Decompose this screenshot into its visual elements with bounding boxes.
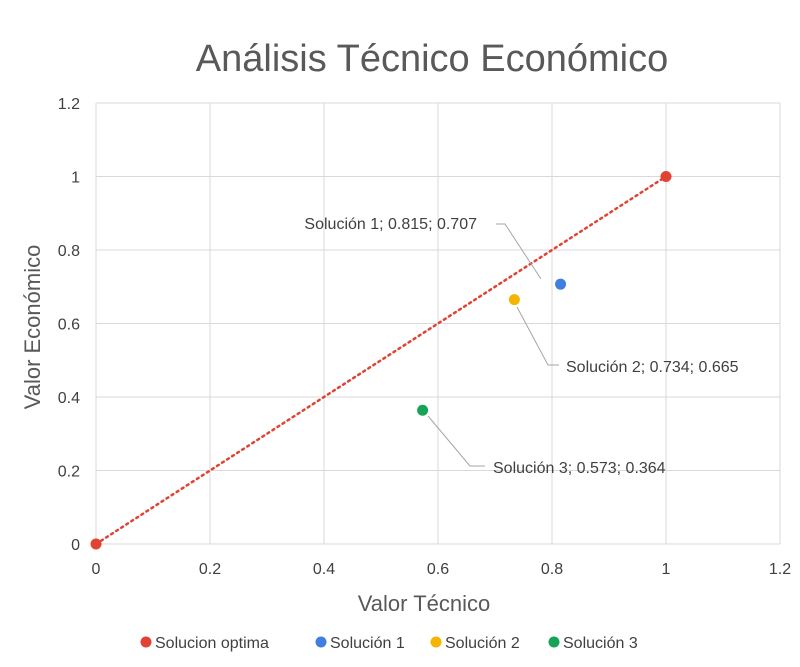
x-tick-label: 0.8	[541, 561, 563, 578]
y-tick-labels: 0 0.2 0.4 0.6 0.8 1 1.2	[58, 96, 80, 554]
data-point	[417, 404, 429, 416]
legend-item: Solucion optima	[140, 635, 269, 652]
data-point	[508, 294, 520, 306]
x-tick-label: 1	[662, 561, 671, 578]
y-tick-label: 0.2	[58, 464, 80, 481]
series-lines	[94, 175, 668, 546]
x-tick-label: 0.2	[199, 561, 221, 578]
data-label: Solución 1; 0.815; 0.707	[304, 216, 477, 233]
x-tick-label: 0	[92, 561, 101, 578]
legend-marker	[140, 636, 152, 648]
data-point	[90, 538, 102, 550]
y-tick-label: 1	[71, 170, 80, 187]
y-tick-label: 0	[71, 537, 80, 554]
leader-line	[496, 223, 542, 280]
data-labels: Solución 1; 0.815; 0.707 Solución 2; 0.73…	[304, 216, 738, 477]
leader-line	[516, 306, 559, 366]
legend-label: Solución 3	[563, 635, 638, 652]
legend-marker	[430, 636, 442, 648]
y-tick-label: 1.2	[58, 96, 80, 113]
x-tick-labels: 0 0.2 0.4 0.6 0.8 1 1.2	[92, 561, 792, 578]
legend-item: Solución 3	[548, 635, 638, 652]
y-axis-title: Valor Económico	[20, 245, 45, 410]
legend: Solucion optima Solución 1 Solución 2 Soluc…	[140, 635, 638, 652]
label-leader-lines	[427, 223, 559, 467]
legend-label: Solución 1	[330, 635, 405, 652]
y-tick-label: 0.8	[58, 243, 80, 260]
y-tick-label: 0.6	[58, 317, 80, 334]
x-axis-title: Valor Técnico	[358, 591, 490, 616]
legend-item: Solución 1	[315, 635, 405, 652]
data-point	[660, 171, 672, 182]
x-tick-label: 0.6	[427, 561, 449, 578]
legend-label: Solucion optima	[155, 635, 269, 652]
data-label: Solución 3; 0.573; 0.364	[493, 460, 666, 477]
x-tick-label: 1.2	[769, 561, 791, 578]
legend-item: Solución 2	[430, 635, 520, 652]
chart-title: Análisis Técnico Económico	[196, 38, 668, 80]
data-label: Solución 2; 0.734; 0.665	[566, 359, 739, 376]
legend-marker	[315, 636, 327, 648]
optimum-line	[94, 175, 668, 546]
y-tick-label: 0.4	[58, 390, 80, 407]
data-points	[90, 171, 672, 550]
data-point	[555, 278, 567, 290]
legend-marker	[548, 636, 560, 648]
legend-label: Solución 2	[445, 635, 520, 652]
x-tick-label: 0.4	[313, 561, 335, 578]
leader-line	[427, 415, 485, 467]
